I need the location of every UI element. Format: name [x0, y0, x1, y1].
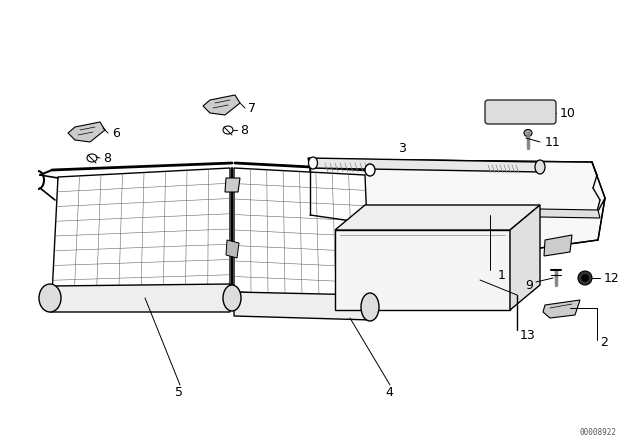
Text: 12: 12 [604, 271, 620, 284]
Ellipse shape [379, 239, 407, 261]
Text: 9: 9 [525, 279, 533, 292]
Text: 6: 6 [112, 126, 120, 139]
Ellipse shape [535, 160, 545, 174]
Text: 8: 8 [103, 151, 111, 164]
Ellipse shape [341, 274, 369, 296]
Ellipse shape [455, 274, 483, 296]
Ellipse shape [582, 275, 589, 281]
Ellipse shape [361, 293, 379, 321]
Text: 8: 8 [240, 124, 248, 137]
Text: 3: 3 [398, 142, 406, 155]
Polygon shape [203, 95, 240, 115]
FancyBboxPatch shape [485, 100, 556, 124]
Text: 7: 7 [248, 102, 256, 115]
Ellipse shape [223, 126, 233, 134]
Polygon shape [310, 159, 605, 248]
Ellipse shape [341, 239, 369, 261]
Text: 2: 2 [600, 336, 608, 349]
Ellipse shape [379, 274, 407, 296]
Text: 00008922: 00008922 [580, 427, 617, 436]
Ellipse shape [39, 284, 61, 312]
Text: 11: 11 [545, 135, 561, 148]
Ellipse shape [524, 129, 532, 137]
Ellipse shape [223, 285, 241, 311]
Polygon shape [544, 235, 572, 256]
Polygon shape [510, 205, 540, 310]
Ellipse shape [308, 157, 317, 169]
Polygon shape [543, 300, 580, 318]
Text: 13: 13 [520, 328, 536, 341]
Ellipse shape [365, 164, 375, 176]
Polygon shape [335, 205, 540, 230]
Ellipse shape [417, 274, 445, 296]
Ellipse shape [578, 271, 592, 285]
Text: 10: 10 [560, 107, 576, 120]
Ellipse shape [87, 154, 97, 162]
Polygon shape [225, 178, 240, 192]
Text: 5: 5 [175, 385, 183, 399]
Polygon shape [68, 122, 105, 142]
Polygon shape [50, 284, 230, 312]
Polygon shape [234, 292, 372, 320]
Polygon shape [335, 230, 510, 310]
Polygon shape [52, 168, 230, 295]
Text: 1: 1 [498, 268, 506, 281]
Text: 4: 4 [385, 385, 393, 399]
Polygon shape [480, 208, 600, 218]
Polygon shape [226, 240, 239, 258]
Polygon shape [308, 158, 542, 172]
Polygon shape [234, 168, 370, 298]
